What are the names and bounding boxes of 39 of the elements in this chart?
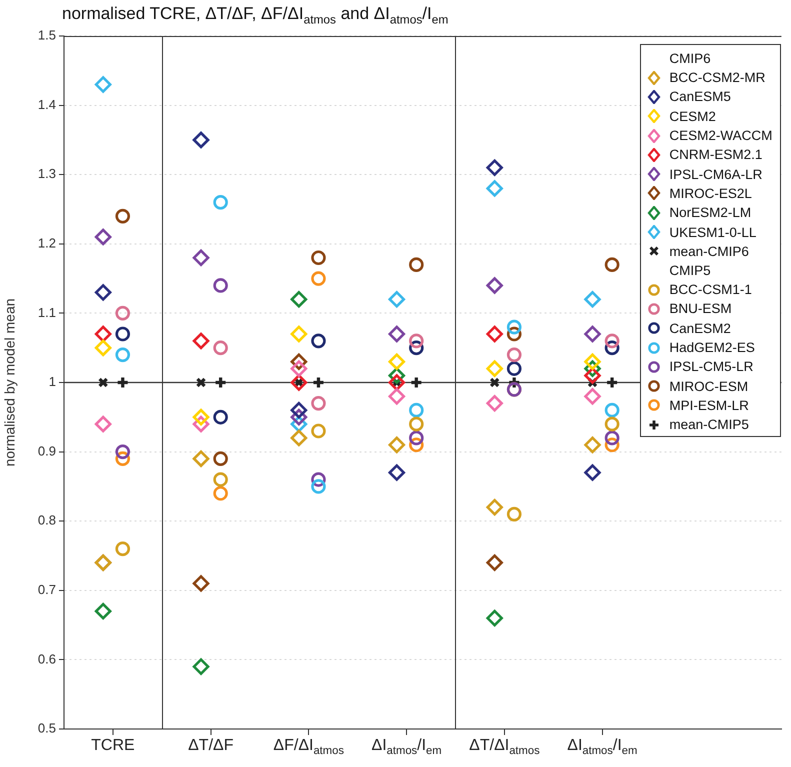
- legend-label: CanESM2: [669, 320, 731, 336]
- y-axis-title: normalised by model mean: [1, 298, 18, 467]
- y-tick-label: 1.4: [38, 96, 56, 112]
- legend-label: CESM2-WACCM: [669, 128, 772, 144]
- y-tick-label: 0.5: [38, 720, 56, 736]
- legend-label: CNRM-ESM2.1: [669, 147, 762, 162]
- y-tick-label: 1.5: [38, 28, 56, 43]
- legend-label: BCC-CSM2-MR: [669, 70, 766, 86]
- legend-label: CESM2: [669, 108, 716, 124]
- legend-label: NorESM2-LM: [669, 205, 752, 220]
- legend-label: MIROC-ES2L: [669, 186, 752, 201]
- legend-label: UKESM1-0-LL: [669, 224, 756, 240]
- legend-label: mean-CMIP5: [669, 417, 749, 432]
- y-tick-label: 1: [48, 374, 56, 390]
- x-tick-label: ΔT/ΔI$_{atmos}$: [469, 737, 540, 758]
- y-tick-label: 1.1: [38, 304, 56, 320]
- y-tick-label: 1.3: [38, 166, 56, 182]
- legend-label: CanESM5: [669, 89, 731, 104]
- legend-label: IPSL-CM5-LR: [669, 359, 754, 374]
- x-tick-label: ΔF/ΔI$_{atmos}$: [273, 737, 344, 758]
- y-tick-label: 0.8: [38, 512, 56, 528]
- x-tick-label: ΔT/ΔF: [188, 737, 234, 755]
- y-tick-label: 0.7: [38, 582, 56, 597]
- legend-label: mean-CMIP6: [669, 244, 749, 259]
- legend-label: MPI-ESM-LR: [669, 398, 749, 413]
- text: CMIP5: [668, 262, 712, 280]
- legend-label: MIROC-ESM: [669, 378, 748, 394]
- chart-title: normalised TCRE, ΔT/ΔF, ΔF/ΔI$_{atmos}$ and ΔI$_{atmos}$/I$_{em}$: [62, 4, 448, 26]
- legend-label: BNU-ESM: [669, 301, 732, 316]
- x-tick-label: TCRE: [91, 737, 135, 755]
- legend-label: HadGEM2-ES: [669, 340, 755, 355]
- legend-label: IPSL-CM6A-LR: [669, 166, 762, 182]
- y-tick-label: 0.9: [38, 443, 56, 458]
- y-tick-label: 1.2: [38, 235, 56, 250]
- x-tick-label: ΔI$_{atmos}$/I$_{em}$: [567, 737, 638, 758]
- y-tick-label: 0.6: [38, 651, 56, 666]
- text: CMIP6: [668, 50, 712, 68]
- x-tick-label: ΔI$_{atmos}$/I$_{em}$: [372, 737, 442, 758]
- legend-label: BCC-CSM1-1: [669, 282, 752, 298]
